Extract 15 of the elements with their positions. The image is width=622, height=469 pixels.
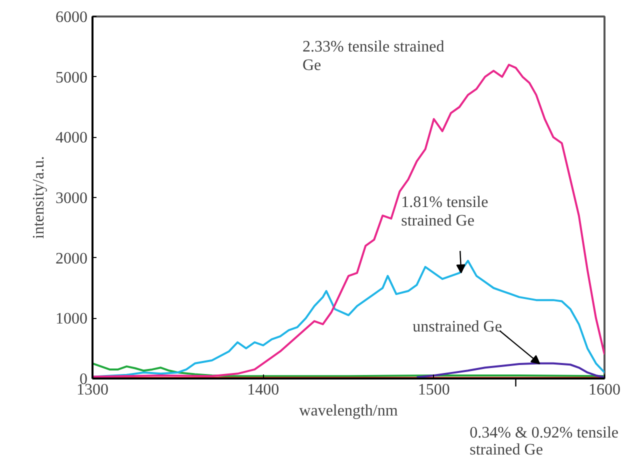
annotation: 2.33% tensile strained Ge <box>302 38 444 74</box>
y-tick-label: 1000 <box>56 310 88 328</box>
y-tick-label: 5000 <box>56 69 88 86</box>
annotation: 0.34% & 0.92% tensile strained Ge <box>470 424 619 458</box>
y-tick-label: 2000 <box>56 250 88 268</box>
x-axis-title: wavelength/nm <box>299 402 398 420</box>
x-tick-label: 1600 <box>588 382 620 398</box>
annotation: 1.81% tensile strained Ge <box>401 194 488 230</box>
y-tick-label: 6000 <box>56 9 88 26</box>
y-tick-label: 3000 <box>56 190 88 207</box>
x-tick-label: 1400 <box>247 382 280 398</box>
x-tick-label: 1500 <box>418 382 450 398</box>
annotation: unstrained Ge <box>412 318 502 336</box>
y-tick-label: 4000 <box>56 130 88 147</box>
y-axis-title: intensity/a.u. <box>30 156 48 239</box>
